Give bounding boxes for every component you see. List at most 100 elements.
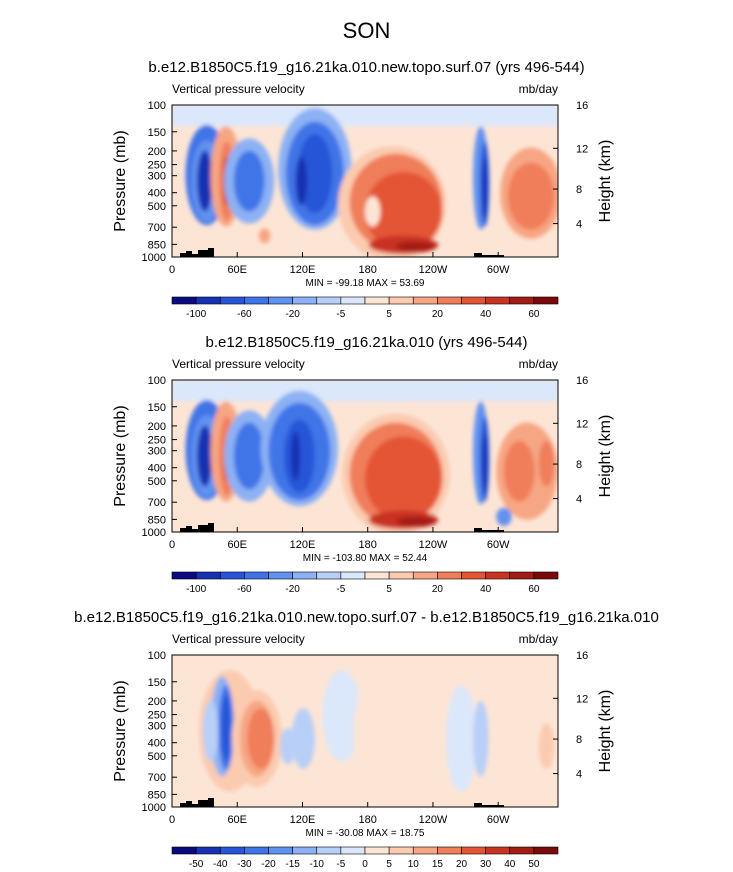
y2tick-label: 4 bbox=[576, 769, 582, 781]
colorbar-label: -15 bbox=[285, 859, 300, 870]
right-string: mb/day bbox=[519, 357, 558, 371]
colorbar-label: -40 bbox=[213, 859, 228, 870]
colorbar-box bbox=[364, 846, 390, 855]
colorbar-box bbox=[388, 846, 414, 855]
plot-frame bbox=[171, 104, 559, 258]
y2-axis-title: Height (km) bbox=[597, 690, 614, 773]
colorbar-box bbox=[437, 296, 462, 305]
colorbar-label: 5 bbox=[386, 584, 392, 595]
colorbar-box bbox=[461, 296, 486, 305]
ytick-label: 100 bbox=[148, 375, 166, 387]
ytick-label: 400 bbox=[148, 188, 166, 200]
y2tick-label: 16 bbox=[576, 100, 588, 112]
colorbar-label: 40 bbox=[480, 309, 492, 320]
y2tick-label: 12 bbox=[576, 693, 588, 705]
contour-region bbox=[280, 727, 296, 765]
colorbar-label: -60 bbox=[237, 309, 252, 320]
ytick-label: 150 bbox=[148, 127, 166, 139]
colorbar-box bbox=[364, 296, 390, 305]
xtick-label: 120E bbox=[290, 264, 316, 276]
xtick-label: 60W bbox=[487, 264, 510, 276]
plot-frame bbox=[171, 379, 559, 533]
right-string: mb/day bbox=[519, 632, 558, 646]
contour-region bbox=[247, 708, 275, 769]
contour-region bbox=[290, 431, 301, 481]
y2tick-label: 16 bbox=[576, 650, 588, 662]
colorbar-label: 10 bbox=[408, 859, 420, 870]
ytick-label: 200 bbox=[148, 421, 166, 433]
colorbar-box bbox=[388, 296, 414, 305]
left-string: Vertical pressure velocity bbox=[172, 632, 305, 646]
ytick-label: 300 bbox=[148, 446, 166, 458]
colorbar-label: -20 bbox=[285, 584, 300, 595]
colorbar-box bbox=[437, 571, 462, 580]
panel-1-title: b.e12.B1850C5.f19_g16.21ka.010.new.topo.… bbox=[148, 59, 585, 76]
ytick-label: 200 bbox=[148, 696, 166, 708]
xtick-label: 60E bbox=[227, 814, 247, 826]
colorbar-box bbox=[437, 846, 462, 855]
colorbar-label: 40 bbox=[504, 859, 516, 870]
colorbar-label: 20 bbox=[432, 309, 444, 320]
ytick-label: 250 bbox=[148, 710, 166, 722]
contour-region bbox=[395, 516, 435, 526]
xtick-label: 60W bbox=[487, 539, 510, 551]
contour-region bbox=[503, 440, 535, 502]
ytick-label: 100 bbox=[148, 650, 166, 662]
colorbar-box bbox=[533, 296, 559, 305]
contour-region bbox=[258, 228, 271, 244]
colorbar-box bbox=[316, 296, 342, 305]
ytick-label: 100 bbox=[148, 100, 166, 112]
panel-3-title: b.e12.B1850C5.f19_g16.21ka.010.new.topo.… bbox=[74, 609, 659, 626]
colorbar-box bbox=[533, 571, 559, 580]
colorbar-box bbox=[171, 846, 197, 855]
contour-region bbox=[295, 156, 308, 206]
panel-2: Vertical pressure velocity mb/day 100 150 20… bbox=[112, 357, 614, 595]
ytick-label: 150 bbox=[148, 677, 166, 689]
colorbar-label: 60 bbox=[528, 309, 540, 320]
colorbar-box bbox=[244, 846, 269, 855]
ytick-label: 850 bbox=[148, 514, 166, 526]
colorbar-label: -20 bbox=[285, 309, 300, 320]
colorbar-box bbox=[533, 846, 559, 855]
colorbar-label: -30 bbox=[237, 859, 252, 870]
colorbar-box bbox=[292, 571, 318, 580]
contour-region bbox=[221, 694, 231, 762]
contour-region bbox=[197, 425, 213, 487]
colorbar-label: 50 bbox=[528, 859, 540, 870]
y2-axis-title: Height (km) bbox=[597, 140, 614, 223]
colorbar-box bbox=[485, 571, 511, 580]
colorbar-label: -100 bbox=[186, 584, 206, 595]
ytick-label: 1000 bbox=[142, 527, 166, 539]
xtick-label: 0 bbox=[169, 264, 175, 276]
colorbar-label: 0 bbox=[362, 859, 368, 870]
topography-mask bbox=[180, 248, 504, 257]
left-string: Vertical pressure velocity bbox=[172, 82, 305, 96]
ytick-label: 1000 bbox=[142, 252, 166, 264]
y-axis-title: Pressure (mb) bbox=[112, 130, 129, 231]
ytick-label: 400 bbox=[148, 463, 166, 475]
colorbar-box bbox=[195, 296, 221, 305]
colorbar-box bbox=[412, 846, 438, 855]
xtick-label: 60E bbox=[227, 264, 247, 276]
xtick-label: 180 bbox=[359, 539, 377, 551]
ytick-label: 250 bbox=[148, 160, 166, 172]
xtick-label: 120E bbox=[290, 539, 316, 551]
y2tick-label: 8 bbox=[576, 459, 582, 471]
y2tick-label: 8 bbox=[576, 184, 582, 196]
colorbar-label: -60 bbox=[237, 584, 252, 595]
contour-region bbox=[507, 162, 555, 230]
colorbar-box bbox=[171, 296, 197, 305]
ytick-label: 500 bbox=[148, 751, 166, 763]
colorbar-box bbox=[219, 571, 245, 580]
colorbar-label: 20 bbox=[432, 584, 444, 595]
y-axis-title: Pressure (mb) bbox=[112, 680, 129, 781]
colorbar-box bbox=[509, 296, 535, 305]
xtick-label: 120W bbox=[419, 264, 448, 276]
ytick-label: 1000 bbox=[142, 802, 166, 814]
ytick-label: 700 bbox=[148, 497, 166, 509]
colorbar-label: 5 bbox=[386, 309, 392, 320]
topography-mask bbox=[180, 798, 504, 807]
left-string: Vertical pressure velocity bbox=[172, 357, 305, 371]
ytick-label: 500 bbox=[148, 201, 166, 213]
contour-region bbox=[197, 150, 213, 212]
